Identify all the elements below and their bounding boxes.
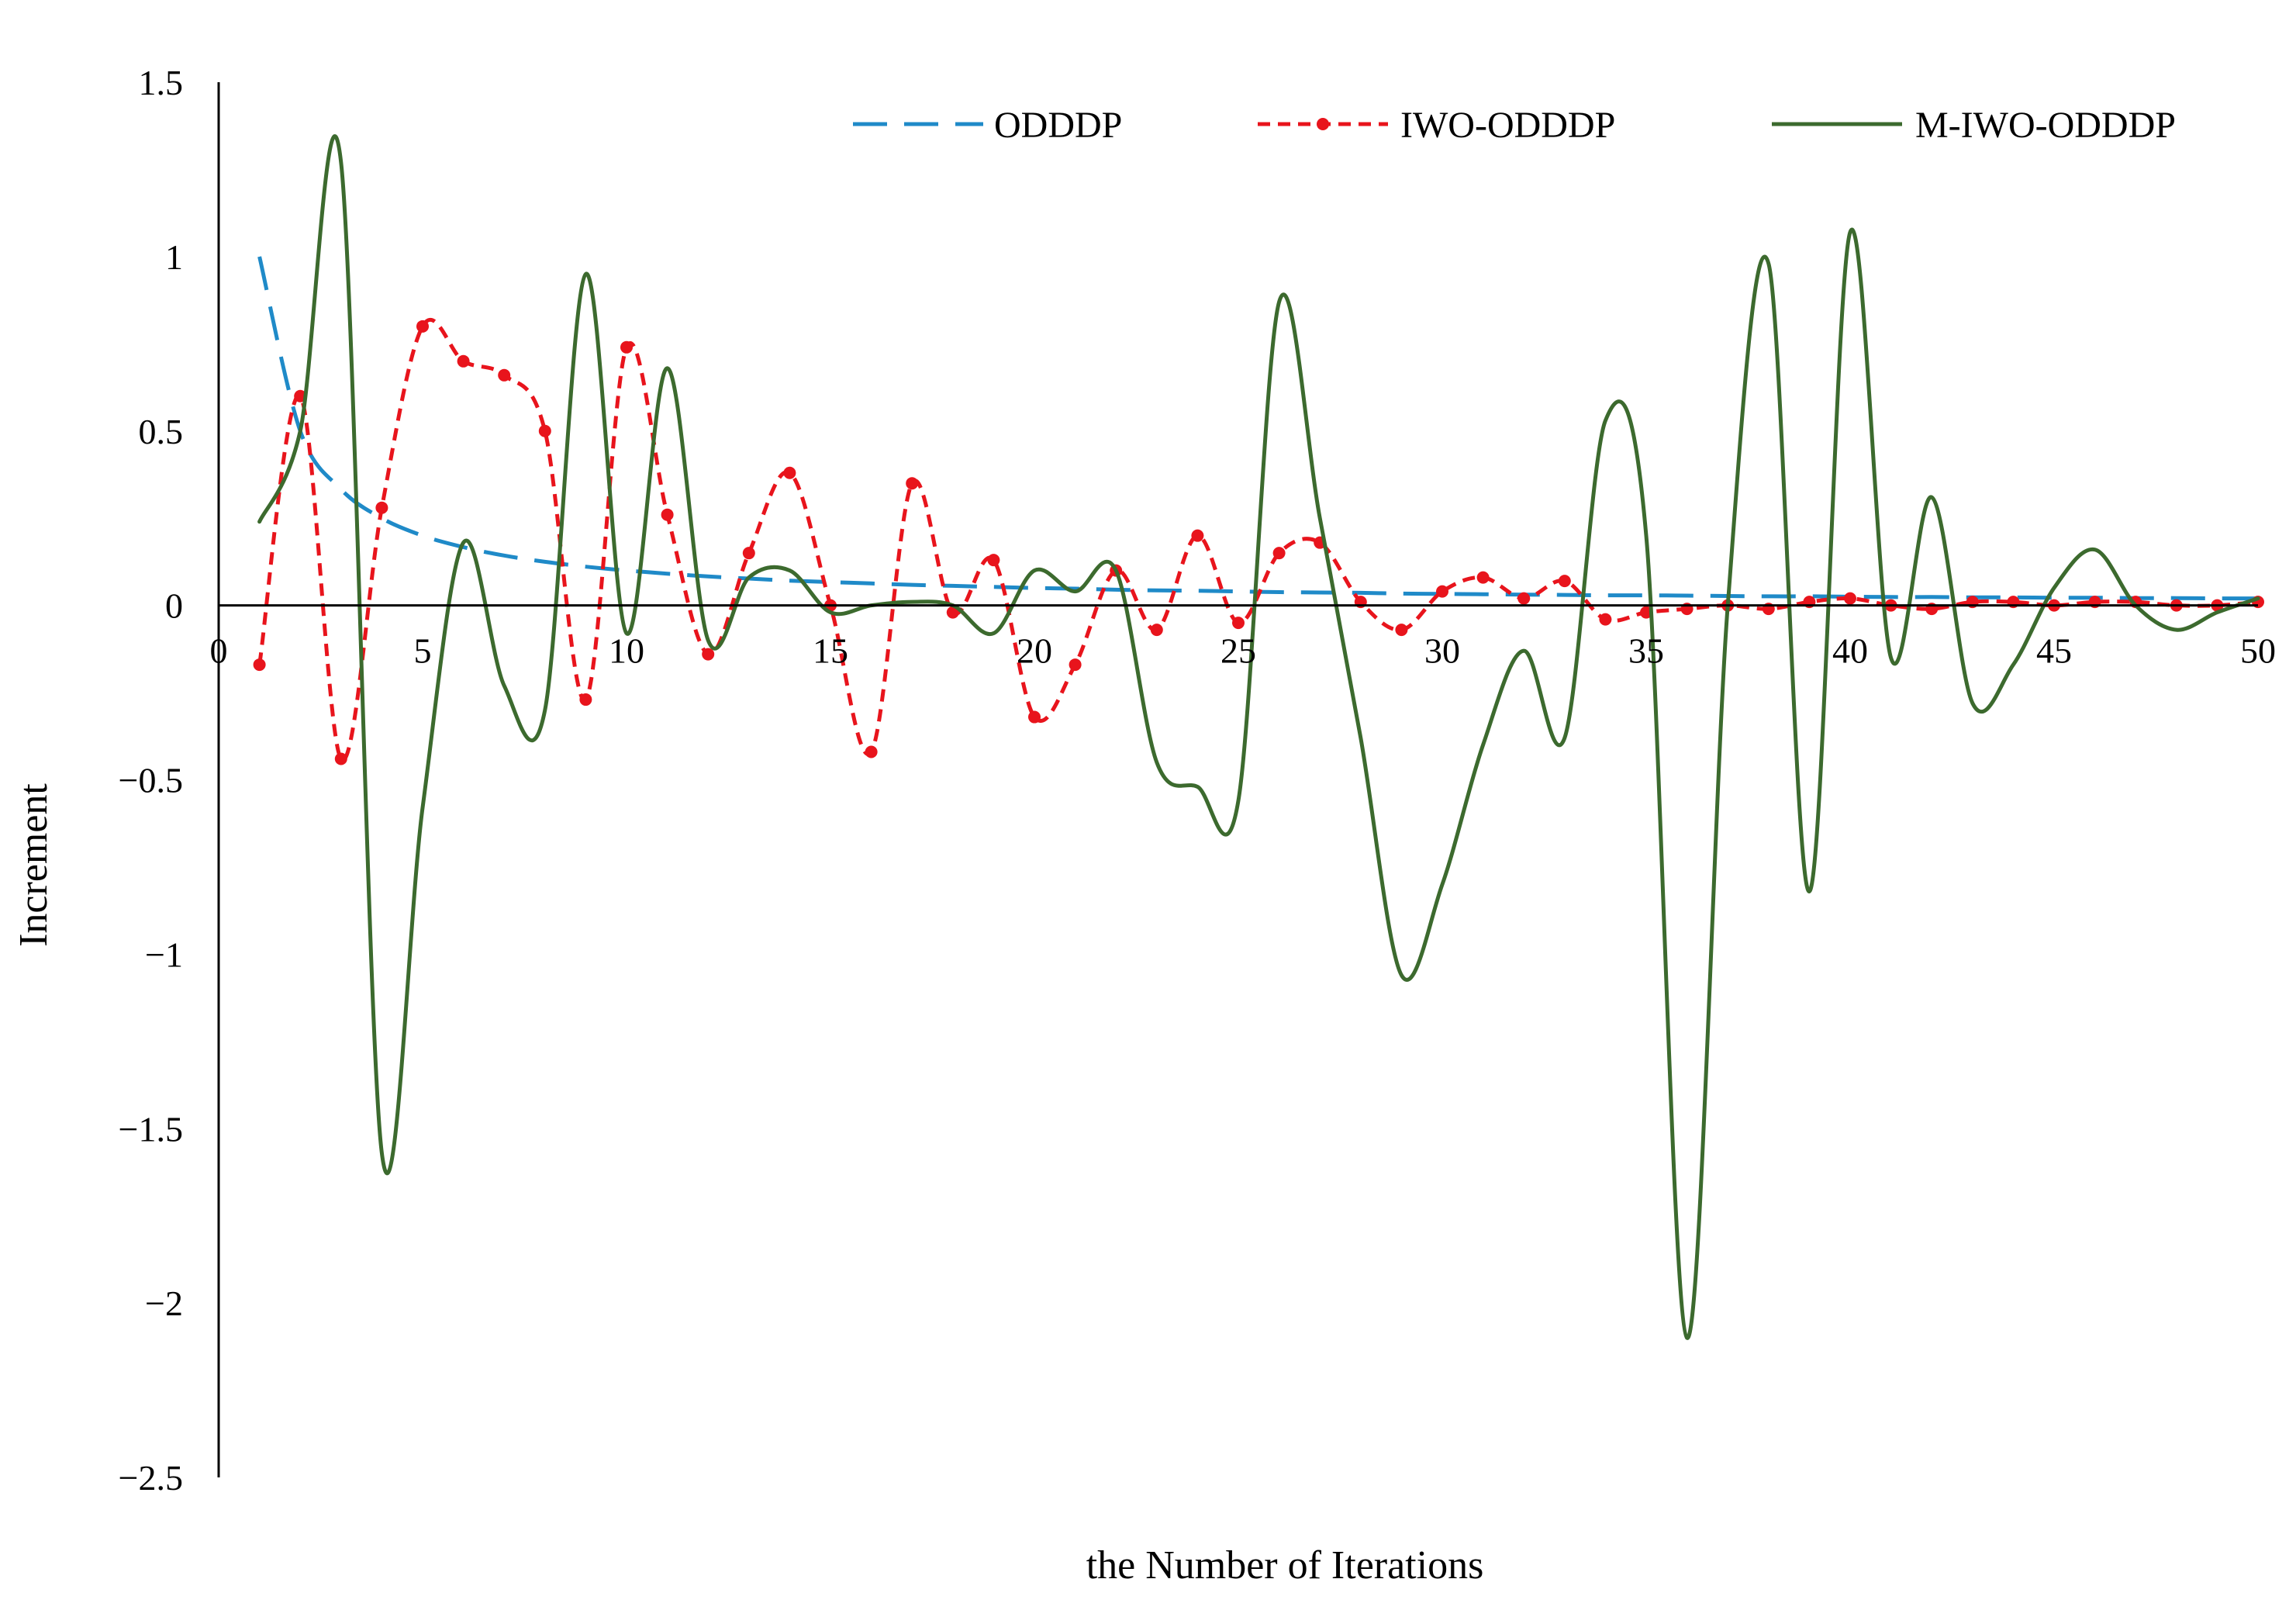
data-point bbox=[498, 368, 511, 382]
legend: ODDDP IWO-ODDDP M-IWO-ODDDP bbox=[853, 105, 2176, 146]
y-tick-label: 0 bbox=[165, 586, 183, 626]
data-point bbox=[865, 745, 878, 758]
x-tick-label: 50 bbox=[2240, 631, 2276, 671]
y-tick-label: 1 bbox=[165, 237, 183, 277]
data-point bbox=[661, 508, 674, 521]
x-tick-label: 35 bbox=[1628, 631, 1664, 671]
x-tick-labels: 0 5 10 15 20 25 30 35 40 45 50 bbox=[210, 631, 2277, 671]
x-tick-label: 45 bbox=[2036, 631, 2072, 671]
series-line-odddp bbox=[257, 256, 2259, 601]
x-tick-label: 5 bbox=[414, 631, 432, 671]
y-tick-label: −2 bbox=[145, 1284, 183, 1323]
data-point bbox=[1476, 571, 1490, 584]
data-point bbox=[1436, 585, 1448, 598]
legend-marker bbox=[1317, 118, 1329, 130]
y-tick-label: 0.5 bbox=[139, 412, 184, 451]
x-tick-label: 25 bbox=[1221, 631, 1256, 671]
data-point bbox=[538, 424, 551, 437]
x-tick-label: 30 bbox=[1424, 631, 1460, 671]
y-tick-label: −1.5 bbox=[119, 1109, 183, 1149]
data-point bbox=[579, 693, 592, 707]
data-point bbox=[375, 501, 388, 514]
data-point bbox=[906, 477, 919, 490]
data-point bbox=[702, 648, 715, 661]
data-point bbox=[253, 658, 266, 672]
plot-area bbox=[253, 134, 2264, 1340]
data-point bbox=[987, 554, 1000, 567]
data-point bbox=[1517, 592, 1531, 605]
y-tick-label: −1 bbox=[145, 935, 183, 974]
data-point bbox=[1191, 529, 1204, 542]
data-point bbox=[1844, 592, 1856, 605]
x-tick-label: 20 bbox=[1017, 631, 1052, 671]
data-point bbox=[1232, 617, 1245, 630]
data-point bbox=[1558, 575, 1571, 588]
data-point bbox=[334, 752, 347, 765]
data-point bbox=[1599, 613, 1612, 626]
x-tick-label: 0 bbox=[210, 631, 228, 671]
data-point bbox=[416, 320, 429, 333]
x-tick-label: 40 bbox=[1832, 631, 1868, 671]
x-tick-label: 10 bbox=[609, 631, 644, 671]
data-point bbox=[1028, 710, 1041, 724]
data-point bbox=[1150, 624, 1163, 637]
data-point bbox=[783, 466, 796, 479]
y-tick-label: −2.5 bbox=[119, 1458, 183, 1498]
data-point bbox=[1272, 547, 1286, 560]
data-point bbox=[457, 354, 470, 368]
data-point bbox=[1395, 624, 1408, 637]
y-tick-label: −0.5 bbox=[119, 761, 183, 800]
data-point bbox=[620, 340, 633, 354]
legend-label: ODDDP bbox=[994, 105, 1122, 146]
legend-label: M-IWO-ODDDP bbox=[1915, 105, 2176, 146]
legend-label: IWO-ODDDP bbox=[1400, 105, 1615, 146]
series-line-m-iwo-odddp bbox=[257, 134, 2260, 1340]
axes bbox=[217, 82, 2258, 1477]
data-point bbox=[742, 547, 755, 560]
x-tick-label: 15 bbox=[813, 631, 848, 671]
data-point bbox=[1069, 658, 1082, 672]
x-axis-title: the Number of Iterations bbox=[1086, 1543, 1484, 1588]
y-tick-label: 1.5 bbox=[139, 63, 184, 102]
y-axis-title: Increment bbox=[12, 783, 56, 947]
y-tick-labels: 1.5 1 0.5 0 −0.5 −1 −1.5 −2 −2.5 bbox=[119, 63, 183, 1498]
